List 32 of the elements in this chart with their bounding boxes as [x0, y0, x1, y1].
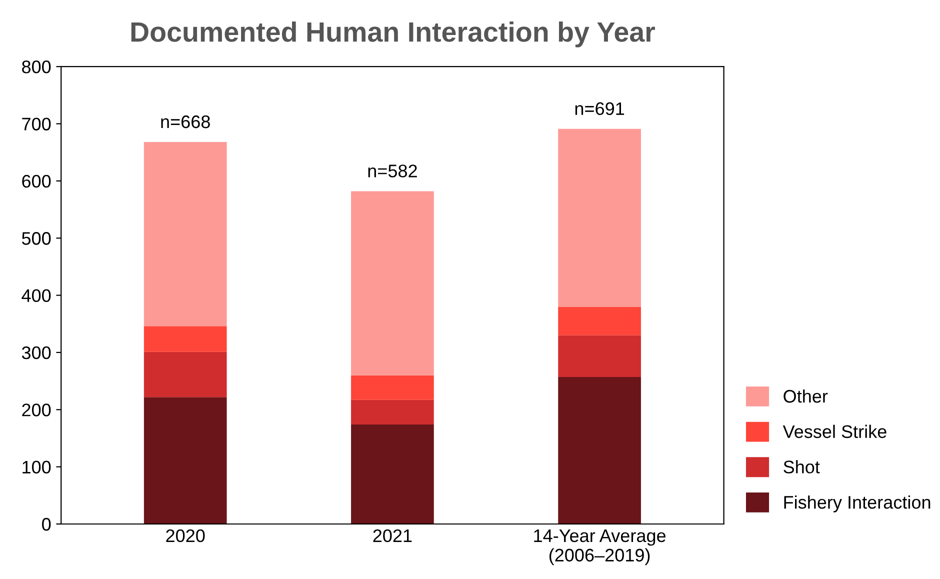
bar	[351, 375, 434, 400]
y-tick-label: 0	[42, 518, 51, 531]
bar	[558, 335, 641, 378]
x-tick-label: 14-Year Average (2006–2019)	[534, 530, 666, 566]
y-tick-label: 500	[22, 232, 51, 245]
legend-label: Shot	[784, 460, 820, 474]
total-label: n=668	[161, 115, 210, 128]
bar	[144, 352, 227, 398]
bar	[144, 326, 227, 352]
legend-label: Fishery Interaction	[784, 495, 930, 512]
total-label: n=582	[368, 164, 417, 178]
bar	[558, 306, 641, 336]
bar	[351, 400, 434, 425]
y-tick-label: 200	[22, 404, 51, 416]
y-tick-label: 400	[22, 289, 51, 302]
bar	[351, 191, 434, 376]
total-label: n=691	[575, 102, 624, 116]
bar	[144, 142, 227, 326]
chart-title: Documented Human Interaction by Year	[131, 21, 655, 48]
bar	[558, 128, 641, 307]
bar	[558, 377, 641, 524]
bar	[144, 397, 227, 524]
y-tick-label: 600	[22, 174, 51, 188]
x-tick-label: 2020	[166, 529, 205, 542]
y-tick-label: 100	[22, 460, 51, 474]
x-tick-label: 2021	[373, 529, 412, 542]
y-tick-label: 700	[22, 118, 51, 130]
y-tick-label: 300	[22, 346, 51, 360]
legend-label: Vessel Strike	[782, 424, 886, 438]
y-tick-label: 800	[22, 60, 51, 74]
bar	[351, 424, 434, 524]
legend-label: Other	[784, 389, 828, 403]
